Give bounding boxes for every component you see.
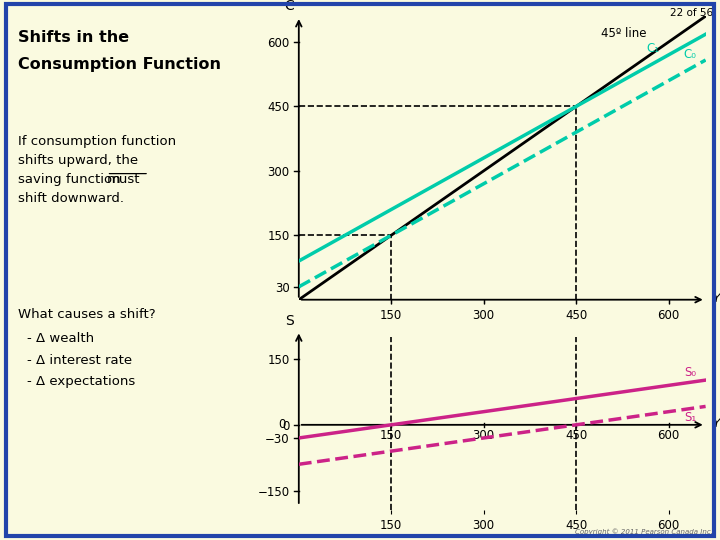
Text: saving function: saving function [18, 173, 125, 186]
Text: S: S [285, 314, 294, 327]
Text: - Δ wealth: - Δ wealth [27, 332, 94, 345]
Text: - Δ interest rate: - Δ interest rate [27, 354, 132, 367]
Text: If consumption function: If consumption function [18, 135, 176, 148]
Text: $Y_D$: $Y_D$ [712, 417, 720, 433]
Text: 22 of 56: 22 of 56 [670, 8, 713, 18]
Text: shifts upward, the: shifts upward, the [18, 154, 138, 167]
Text: Copyright © 2011 Pearson Canada Inc.: Copyright © 2011 Pearson Canada Inc. [575, 528, 713, 535]
Text: C: C [284, 0, 294, 13]
Text: shift downward.: shift downward. [18, 192, 124, 205]
Text: S₁: S₁ [684, 411, 696, 424]
Text: 150: 150 [380, 429, 402, 442]
Text: 450: 450 [565, 429, 588, 442]
Text: 300: 300 [472, 429, 495, 442]
Text: Shifts in the: Shifts in the [18, 30, 129, 45]
Text: - Δ expectations: - Δ expectations [27, 375, 135, 388]
Text: 45º line: 45º line [600, 27, 647, 40]
Text: Consumption Function: Consumption Function [18, 57, 221, 72]
Text: C₀: C₀ [684, 48, 697, 62]
Text: 600: 600 [657, 429, 680, 442]
Text: 0: 0 [278, 418, 285, 431]
Text: S₀: S₀ [684, 366, 696, 379]
Text: What causes a shift?: What causes a shift? [18, 308, 156, 321]
Text: must: must [107, 173, 140, 186]
Text: C₁: C₁ [647, 42, 660, 55]
Text: $Y_D$: $Y_D$ [712, 292, 720, 307]
